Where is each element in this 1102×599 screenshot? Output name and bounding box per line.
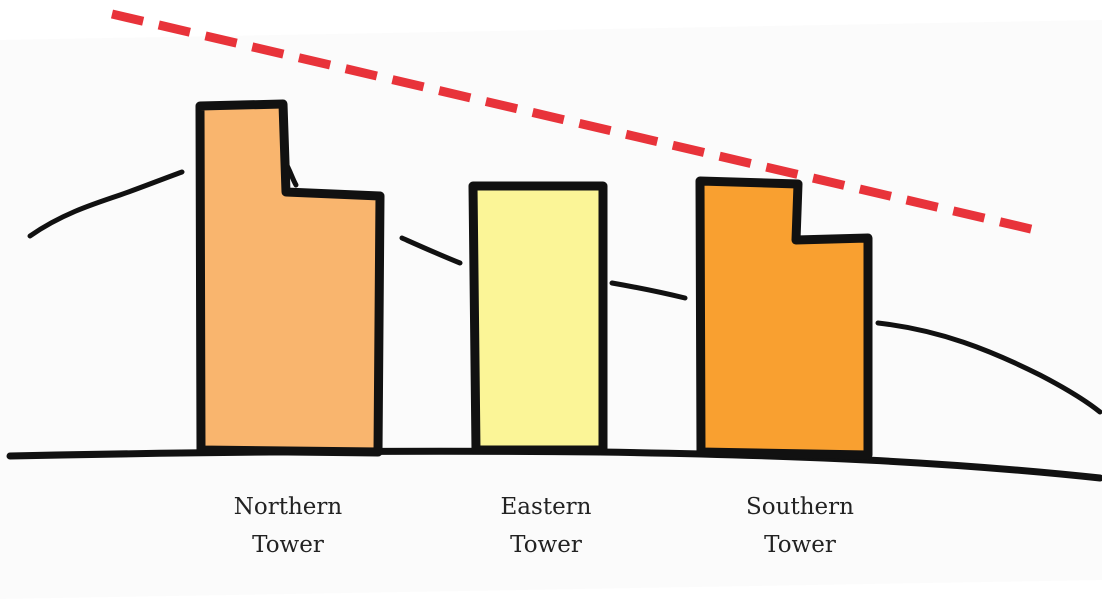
northern-tower <box>195 99 385 457</box>
tower-label: Southern <box>746 494 854 520</box>
tower-label: Tower <box>510 532 582 558</box>
tower-label: Eastern <box>501 494 592 520</box>
hill-segment <box>875 320 1102 415</box>
hill-segment <box>609 280 688 301</box>
tower-label: Tower <box>764 532 836 558</box>
hill-segment <box>27 169 185 239</box>
tower-label: Northern <box>234 494 343 520</box>
hill-segment <box>399 235 463 266</box>
dashed-line <box>110 9 1037 235</box>
hill-line <box>27 159 1102 415</box>
eastern-tower <box>468 181 608 455</box>
southern-tower <box>695 176 873 460</box>
tower-label: Tower <box>252 532 324 558</box>
